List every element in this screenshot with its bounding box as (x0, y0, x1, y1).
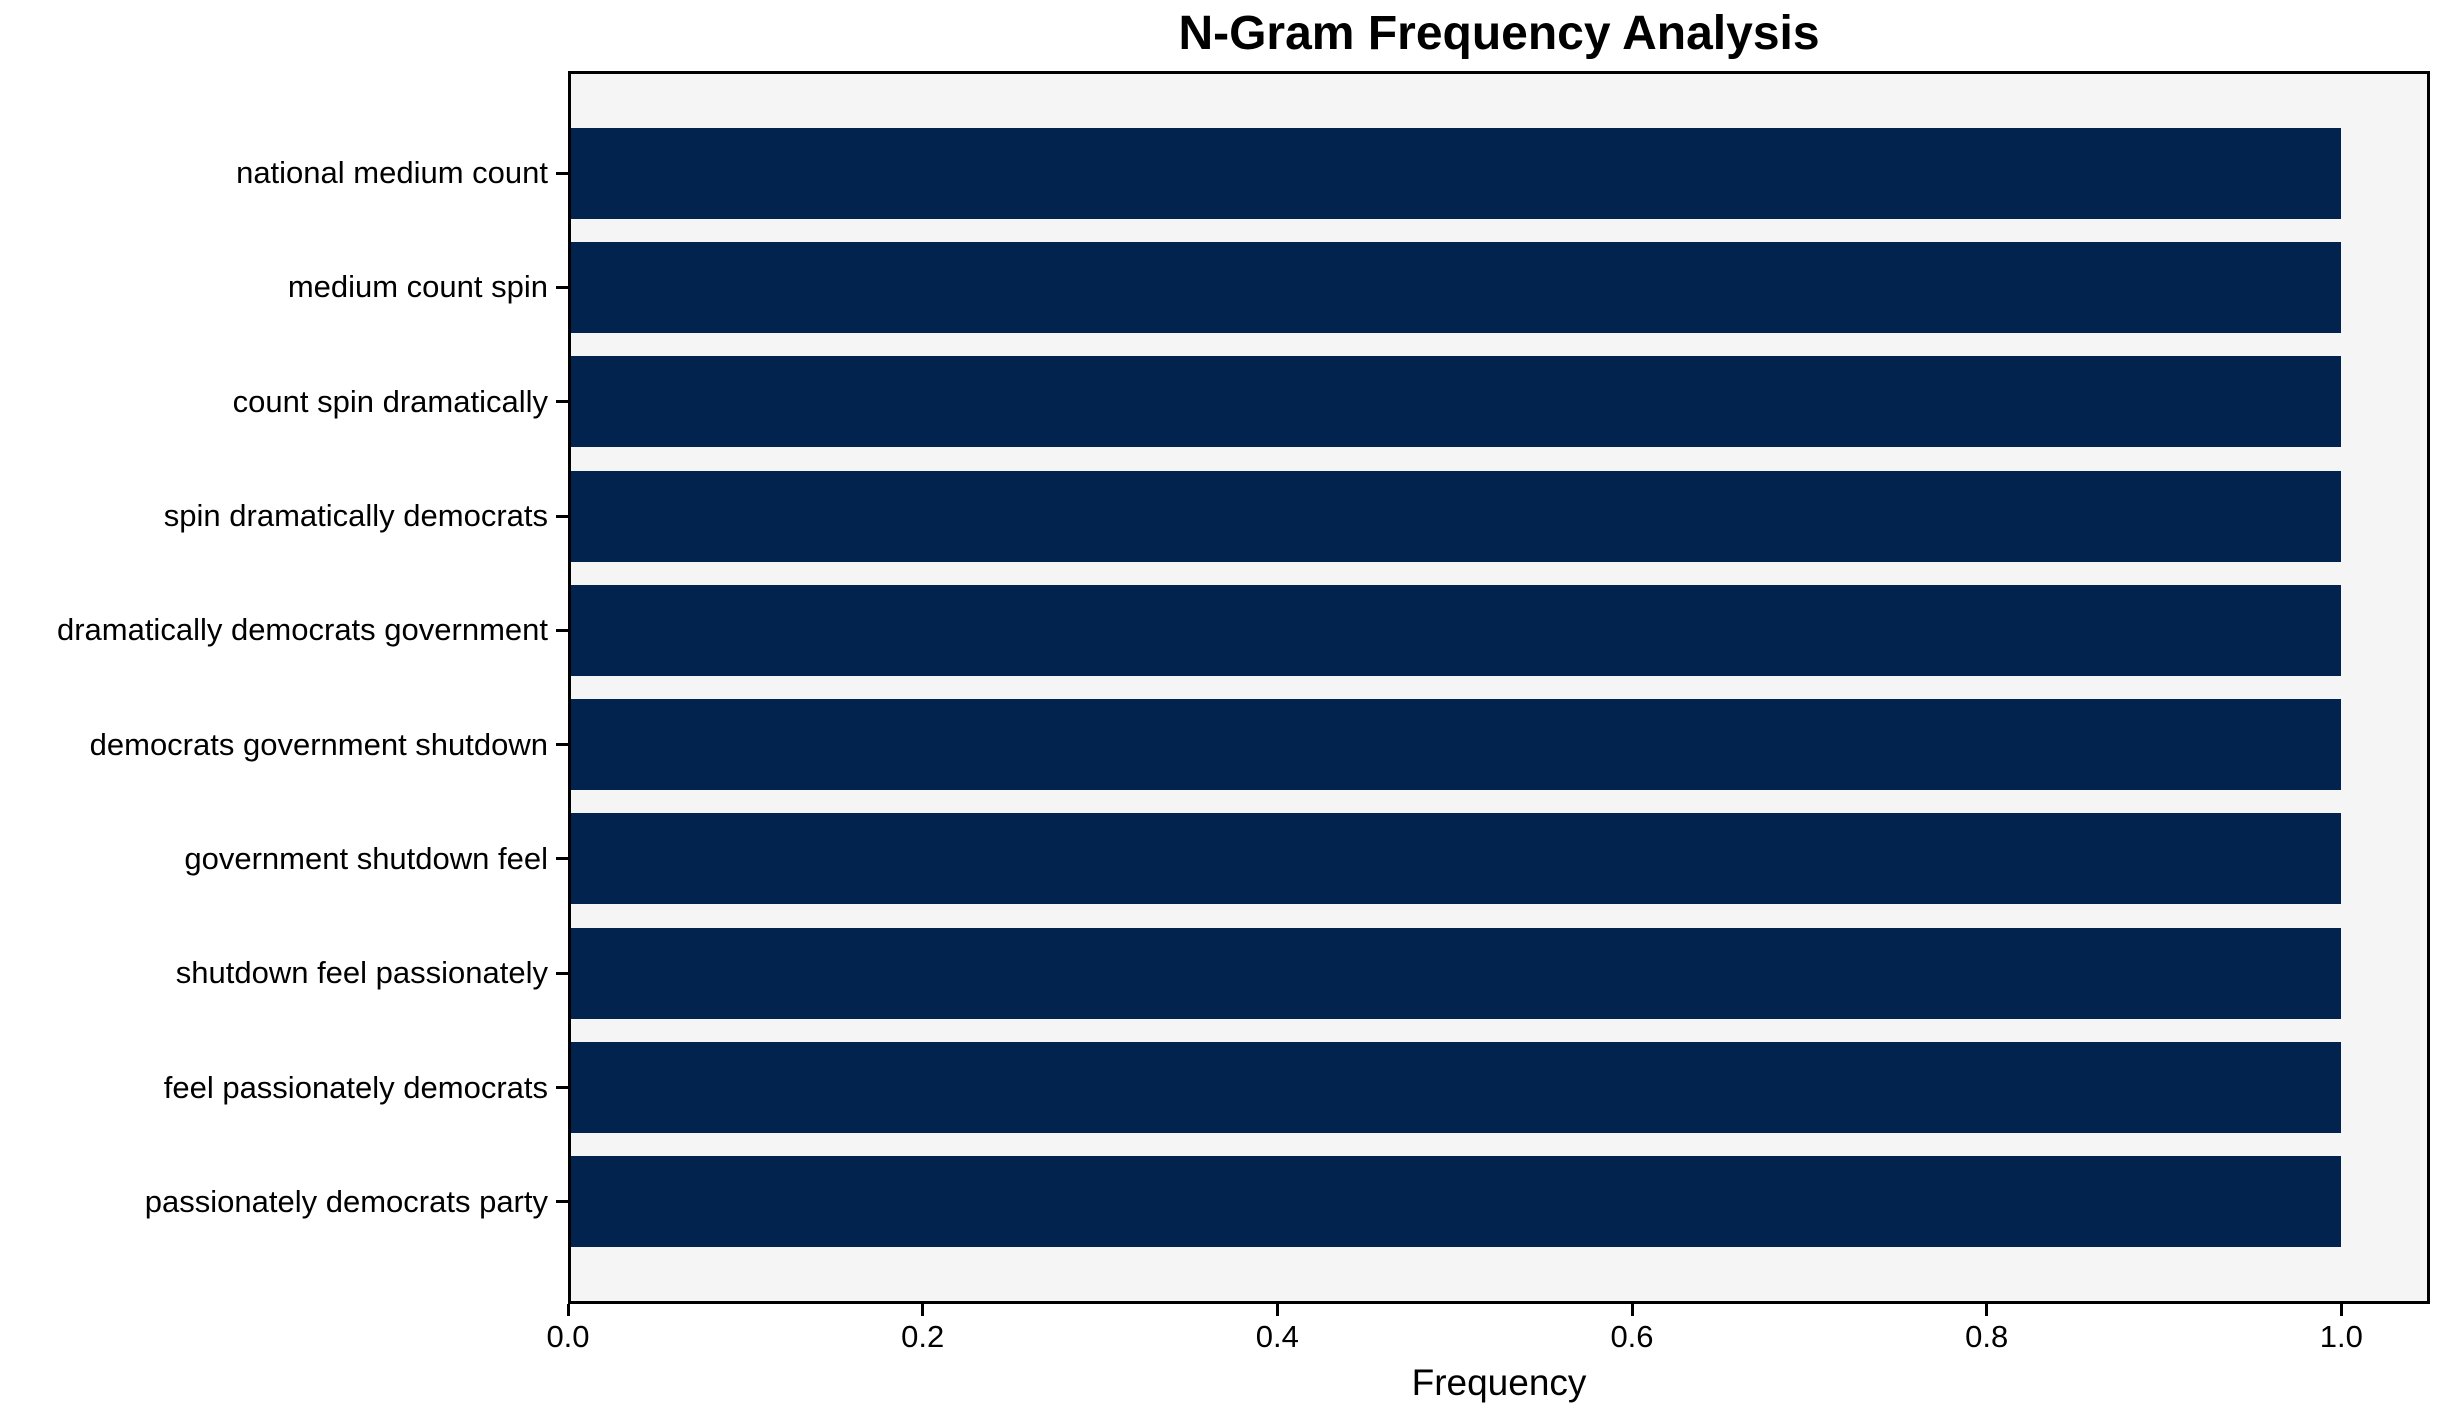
y-tick-label: government shutdown feel (184, 840, 548, 876)
y-tick-label: passionately democrats party (144, 1183, 548, 1219)
bar-1 (571, 241, 2342, 333)
bar-2 (571, 356, 2342, 448)
bar-0 (571, 127, 2342, 219)
y-tick-mark (556, 971, 568, 975)
y-tick-mark (556, 285, 568, 289)
bar-3 (571, 470, 2342, 562)
y-tick-label: spin dramatically democrats (163, 498, 548, 534)
bar-row (571, 1145, 2427, 1259)
x-tick-mark (566, 1304, 570, 1316)
bar-row (571, 573, 2427, 687)
y-tick-label: count spin dramatically (232, 383, 548, 419)
bar-row (571, 116, 2427, 230)
x-axis-label: Frequency (1411, 1362, 1587, 1403)
bar-5 (571, 699, 2342, 791)
x-tick-mark (1275, 1304, 1279, 1316)
y-tick-label: democrats government shutdown (89, 726, 548, 762)
bars-container (571, 74, 2427, 1301)
x-tick-label: 1.0 (2319, 1319, 2363, 1354)
y-tick-mark (556, 1200, 568, 1204)
bar-9 (571, 1156, 2342, 1248)
bar-row (571, 230, 2427, 344)
bar-row (571, 345, 2427, 459)
x-tick-label: 0.4 (1255, 1319, 1299, 1354)
y-tick-mark (556, 514, 568, 518)
bar-row (571, 802, 2427, 916)
y-tick-label: national medium count (236, 155, 548, 191)
y-tick-mark (556, 171, 568, 175)
bar-6 (571, 813, 2342, 905)
y-tick-mark (556, 857, 568, 861)
x-tick-mark (921, 1304, 925, 1316)
chart-title: N-Gram Frequency Analysis (1178, 7, 1820, 60)
bar-8 (571, 1042, 2342, 1134)
bar-row (571, 916, 2427, 1030)
y-tick-mark (556, 1086, 568, 1090)
y-tick-label: feel passionately democrats (163, 1069, 548, 1105)
x-tick-label: 0.8 (1965, 1319, 2009, 1354)
bar-row (571, 687, 2427, 801)
x-tick-mark (2339, 1304, 2343, 1316)
y-tick-label: medium count spin (287, 269, 548, 305)
y-tick-label: shutdown feel passionately (175, 955, 548, 991)
x-tick-mark (1985, 1304, 1989, 1316)
plot-area (568, 71, 2430, 1304)
y-tick-mark (556, 628, 568, 632)
x-tick-mark (1630, 1304, 1634, 1316)
y-tick-mark (556, 743, 568, 747)
y-tick-label: dramatically democrats government (56, 612, 548, 648)
x-tick-label: 0.6 (1610, 1319, 1654, 1354)
bar-row (571, 1030, 2427, 1144)
x-tick-label: 0.0 (546, 1319, 590, 1354)
y-tick-mark (556, 400, 568, 404)
bar-row (571, 459, 2427, 573)
x-tick-label: 0.2 (901, 1319, 945, 1354)
bar-4 (571, 584, 2342, 676)
bar-7 (571, 927, 2342, 1019)
